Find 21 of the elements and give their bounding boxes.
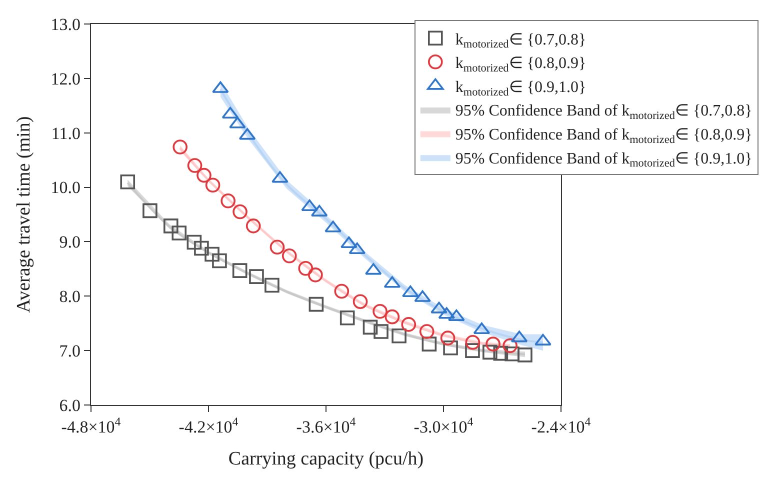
legend-label: k$_{motorized}$∈ {0.7,0.8} <box>455 31 586 51</box>
y-tick-label: 7.0 <box>59 342 80 361</box>
legend-label: 95% Confidence Band of k$_{motorized}$∈ {0.8,0.9} <box>455 126 752 146</box>
legend-label: 95% Confidence Band of k$_{motorized}$∈ {0.7,0.8} <box>455 102 752 122</box>
x-tick-label: -4.8×10$^{4}$ <box>61 414 121 436</box>
y-tick-label: 11.0 <box>51 124 80 143</box>
x-tick-label: -2.4×10$^{4}$ <box>531 414 591 436</box>
y-tick-label: 10.0 <box>50 178 80 198</box>
x-tick-label: -3.0×10$^{4}$ <box>414 414 474 436</box>
x-axis-title: Carrying capacity (pcu/h) <box>228 448 424 470</box>
legend-label: k$_{motorized}$∈ {0.8,0.9} <box>455 55 586 74</box>
y-tick-label: 9.0 <box>59 232 80 252</box>
x-tick-label: -3.6×10$^{4}$ <box>296 414 356 436</box>
y-tick-label: 8.0 <box>59 287 80 306</box>
x-tick-label: -4.2×10$^{4}$ <box>178 414 238 436</box>
y-tick-label: 13.0 <box>50 14 80 34</box>
legend-label: 95% Confidence Band of k$_{motorized}$∈ {0.9,1.0} <box>455 150 752 170</box>
y-tick-label: 12.0 <box>50 69 80 88</box>
y-axis-title: Average travel time (min) <box>14 116 35 313</box>
legend-label: k$_{motorized}$∈ {0.9,1.0} <box>455 78 586 98</box>
y-tick-label: 6.0 <box>59 396 80 415</box>
